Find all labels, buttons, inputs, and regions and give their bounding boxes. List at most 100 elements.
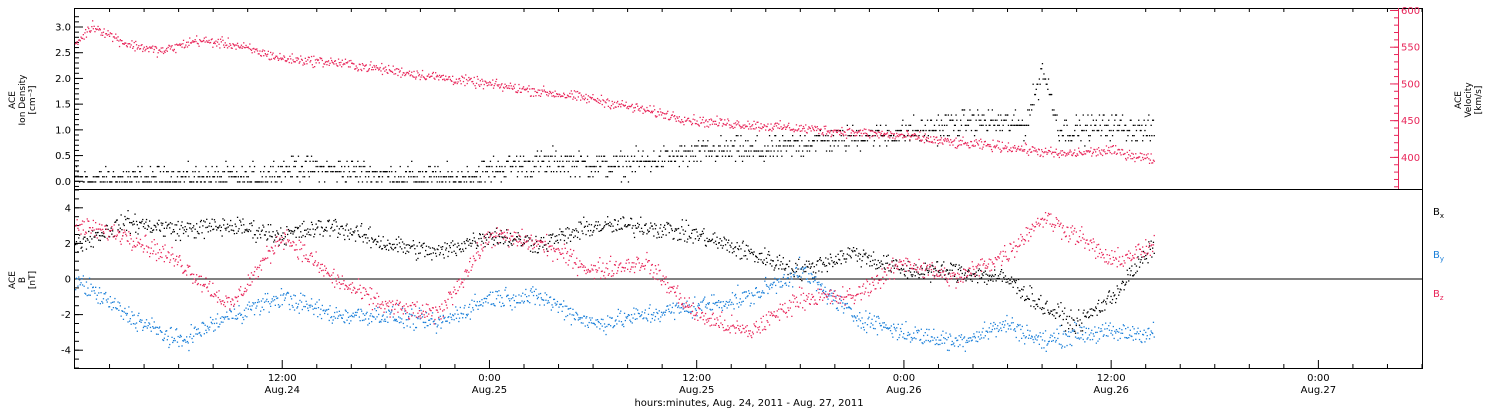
- density-series-point: [613, 165, 616, 168]
- velocity-series-point: [1121, 148, 1123, 151]
- series-By-point: [548, 301, 550, 304]
- velocity-series-point: [1061, 150, 1064, 152]
- density-series-point: [891, 140, 893, 142]
- series-Bx-point: [606, 223, 608, 225]
- velocity-series-point: [306, 63, 308, 65]
- series-Bx-point: [382, 236, 384, 238]
- density-series-point: [214, 171, 216, 173]
- velocity-series-point: [206, 41, 209, 43]
- velocity-series-point: [1075, 155, 1077, 157]
- density-series-point: [595, 165, 597, 168]
- density-series-point: [317, 165, 319, 168]
- density-series-point: [720, 135, 722, 137]
- series-Bx-point: [613, 230, 615, 232]
- density-series-point: [402, 181, 404, 183]
- density-series-point: [515, 165, 517, 168]
- density-series-point: [129, 176, 131, 178]
- velocity-series-point: [757, 121, 759, 123]
- velocity-series-point: [364, 64, 367, 67]
- series-By-point: [550, 309, 552, 311]
- density-series-point: [337, 171, 339, 173]
- density-series-point: [1031, 109, 1033, 111]
- density-series-point: [307, 155, 309, 157]
- density-series-point: [246, 181, 249, 183]
- density-series-point: [741, 160, 744, 162]
- series-Bx-point: [792, 269, 794, 271]
- series-Bx-point: [1010, 276, 1013, 278]
- series-Bx-point: [736, 242, 738, 244]
- density-series-point: [1012, 124, 1014, 126]
- velocity-series-point: [312, 66, 314, 69]
- velocity-series-point: [973, 145, 975, 147]
- density-series-point: [121, 181, 123, 183]
- density-series-point: [132, 171, 134, 173]
- series-Bx-point: [808, 260, 810, 262]
- series-By-point: [361, 310, 363, 312]
- series-By-point: [301, 308, 303, 311]
- series-By-point: [531, 291, 533, 293]
- series-Bx-point: [1078, 309, 1080, 311]
- series-Bx-point: [243, 231, 246, 233]
- velocity-series-point: [761, 128, 763, 130]
- series-By-point: [202, 321, 204, 324]
- series-By-point: [411, 314, 414, 316]
- series-Bx-point: [1111, 302, 1113, 304]
- velocity-series-point: [800, 124, 802, 127]
- series-By-point: [272, 300, 274, 302]
- density-series-point: [365, 171, 367, 173]
- density-series-point: [231, 171, 233, 173]
- velocity-series-point: [344, 58, 347, 60]
- series-Bx-point: [287, 228, 290, 231]
- velocity-series-point: [1064, 155, 1067, 157]
- series-Bx-point: [84, 236, 86, 238]
- density-series-point: [297, 176, 299, 178]
- velocity-series-point: [495, 80, 497, 83]
- series-By-point: [102, 298, 105, 300]
- density-series-point: [986, 129, 988, 132]
- series-By-point: [496, 291, 498, 293]
- series-Bx-point: [433, 247, 435, 250]
- velocity-series-point: [1000, 150, 1003, 152]
- series-By-point: [227, 318, 229, 320]
- density-series-point: [887, 140, 889, 142]
- velocity-series-point: [120, 40, 122, 42]
- velocity-series-point: [864, 132, 866, 134]
- series-By-point: [357, 308, 360, 310]
- density-series-point: [977, 114, 980, 116]
- velocity-series-point: [839, 134, 841, 136]
- density-series-point: [660, 165, 663, 168]
- velocity-series-point: [182, 43, 184, 45]
- series-Bx-point: [92, 230, 94, 232]
- series-Bx-point: [342, 227, 344, 230]
- density-series-point: [1095, 119, 1097, 121]
- series-Bx-point: [826, 270, 828, 273]
- density-series-point: [458, 181, 460, 183]
- density-series-point: [287, 171, 289, 173]
- series-Bx-point: [394, 246, 397, 249]
- density-series-point: [524, 176, 526, 178]
- density-series-point: [997, 114, 1000, 116]
- velocity-series-point: [550, 92, 552, 95]
- series-By-point: [199, 331, 201, 334]
- series-Bx-point: [217, 227, 219, 229]
- series-Bx-point: [751, 252, 754, 254]
- series-Bx-point: [190, 228, 192, 230]
- density-series-point: [1068, 135, 1071, 137]
- series-Bx-point: [647, 231, 650, 233]
- series-Bx-point: [87, 239, 89, 241]
- velocity-series-point: [240, 44, 243, 46]
- velocity-series-point: [1098, 150, 1101, 152]
- series-Bx-point: [1118, 294, 1120, 296]
- density-series-point: [836, 129, 838, 132]
- series-Bx-point: [669, 224, 671, 226]
- series-By-point: [407, 319, 409, 321]
- density-series-point: [675, 150, 677, 152]
- series-By-point: [485, 298, 488, 300]
- series-Bx-point: [727, 242, 729, 244]
- density-series-point: [586, 165, 588, 168]
- velocity-series-point: [579, 92, 581, 94]
- series-Bx-point: [1126, 269, 1128, 271]
- density-series-point: [885, 124, 887, 126]
- series-Bx-point: [645, 223, 647, 225]
- density-series-point: [526, 171, 528, 173]
